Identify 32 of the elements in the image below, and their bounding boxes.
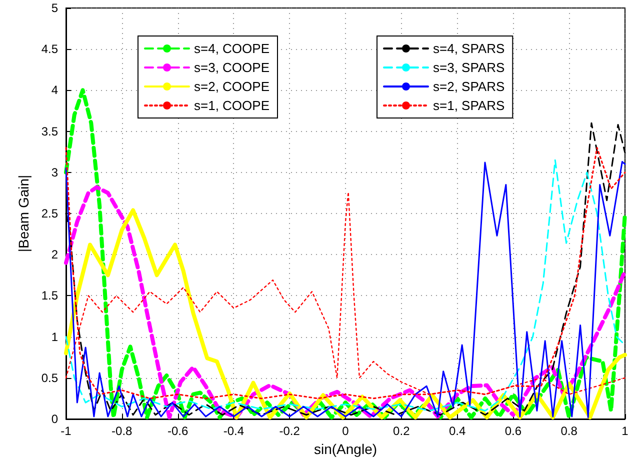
legend-label: s=4, COOPE — [194, 41, 270, 56]
x-tick-label: 0.4 — [448, 424, 466, 438]
y-tick-label: 0 — [51, 412, 58, 426]
x-tick-label: -0.8 — [112, 424, 133, 438]
x-tick-label: 0 — [342, 424, 350, 438]
x-tick-label: -0.4 — [223, 424, 244, 438]
legend-label: s=3, SPARS — [433, 60, 505, 75]
y-tick-label: 2.5 — [41, 206, 58, 220]
x-tick-label: 1 — [622, 424, 629, 438]
legend-label: s=3, COOPE — [194, 60, 270, 75]
y-tick-label: 3.5 — [41, 124, 58, 138]
y-tick-label: 3 — [51, 165, 58, 180]
x-tick-label: -1 — [60, 424, 72, 438]
x-axis-title: sin(Angle) — [314, 440, 378, 457]
legend-label: s=1, COOPE — [194, 98, 270, 113]
legend-label: s=1, SPARS — [433, 98, 505, 113]
legend-label: s=2, SPARS — [433, 79, 505, 94]
y-tick-label: 4 — [51, 83, 58, 98]
y-tick-label: 1.5 — [41, 288, 58, 303]
legend-label: s=2, COOPE — [194, 79, 270, 94]
y-axis-title: |Beam Gain| — [15, 174, 32, 252]
x-tick-label: 0.6 — [504, 424, 522, 438]
x-tick-label: 0.2 — [393, 424, 410, 438]
y-tick-label: 2 — [51, 248, 58, 262]
x-tick-label: -0.6 — [167, 424, 188, 438]
x-tick-label: 0.8 — [560, 424, 578, 438]
y-tick-label: 1 — [51, 330, 58, 344]
y-tick-label: 0.5 — [41, 370, 58, 385]
x-tick-label: -0.2 — [279, 424, 300, 438]
y-tick-label: 4.5 — [41, 42, 58, 56]
y-tick-label: 5 — [51, 1, 58, 15]
legend-label: s=4, SPARS — [433, 41, 505, 56]
